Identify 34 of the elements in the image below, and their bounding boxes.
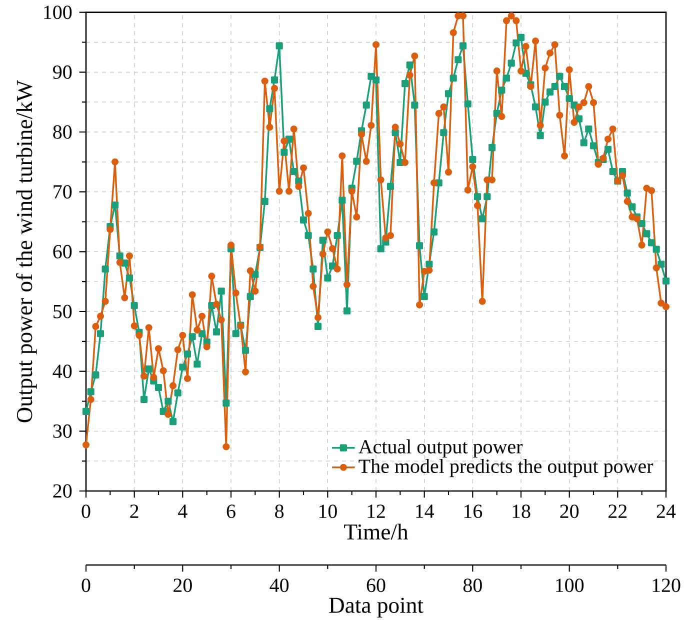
x-tick-label: 10	[319, 504, 337, 518]
y-tick-label: 50	[54, 304, 72, 318]
legend-label: The model predicts the output power	[358, 458, 654, 478]
x-tick-label: 24	[656, 504, 676, 518]
x-tick-label: 4	[178, 504, 188, 518]
x2-tick-label: 0	[82, 578, 90, 592]
y-tick-label: 80	[53, 125, 72, 139]
x-tick-label: 2	[130, 504, 138, 518]
y-tick-label: 30	[53, 424, 72, 438]
y-tick-label: 100	[44, 6, 72, 20]
y-tick-label: 20	[53, 484, 72, 498]
y-tick-label: 40	[52, 364, 72, 378]
legend-label: Actual output power	[358, 439, 523, 458]
x-axis-title: Time/h	[344, 524, 408, 540]
x-tick-label: 22	[608, 504, 627, 518]
x2-axis-title: Data point	[329, 598, 424, 618]
x-tick-label: 6	[226, 504, 236, 518]
x2-tick-label: 20	[174, 578, 192, 592]
y-tick-label: 90	[53, 65, 72, 79]
x-tick-label: 0	[82, 504, 90, 518]
x2-tick-label: 80	[463, 578, 482, 592]
x2-tick-label: 100	[556, 578, 584, 592]
x2-tick-label: 60	[366, 578, 386, 592]
x-tick-label: 14	[416, 504, 434, 518]
y-tick-label: 60	[53, 244, 72, 258]
x-tick-label: 18	[512, 504, 530, 518]
y-axis-title: Output power of the wind turbine/kW	[16, 80, 37, 422]
x-tick-label: 12	[368, 504, 385, 518]
x-tick-label: 20	[560, 504, 579, 518]
x2-tick-label: 120	[652, 578, 680, 592]
x-tick-label: 16	[464, 504, 482, 518]
x-tick-label: 8	[275, 504, 284, 518]
x2-tick-label: 40	[270, 578, 289, 592]
y-tick-label: 70	[54, 185, 72, 199]
